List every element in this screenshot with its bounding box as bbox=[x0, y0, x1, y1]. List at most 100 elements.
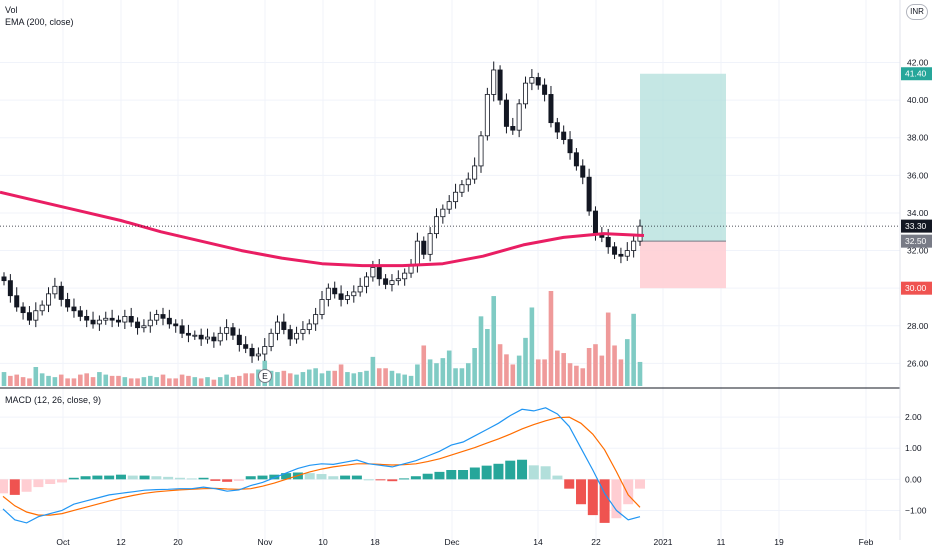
candle-body bbox=[313, 314, 319, 325]
candle-body bbox=[160, 314, 166, 319]
ema-legend[interactable]: EMA (200, close) bbox=[5, 17, 74, 27]
volume-bar bbox=[402, 374, 407, 386]
candle-body bbox=[84, 315, 90, 321]
time-tick-label: 19 bbox=[774, 537, 784, 547]
volume-bar bbox=[485, 329, 490, 386]
macd-histogram-bar bbox=[422, 473, 433, 480]
macd-histogram-bar bbox=[68, 477, 79, 480]
candle-body bbox=[154, 314, 160, 321]
candle-body bbox=[33, 310, 39, 321]
candle-body bbox=[319, 299, 325, 315]
macd-lines bbox=[2, 407, 641, 524]
candle-body bbox=[414, 240, 420, 267]
macd-legend[interactable]: MACD (12, 26, close, 9) bbox=[5, 395, 102, 405]
time-tick-label: 11 bbox=[717, 537, 726, 547]
macd-histogram-bar bbox=[245, 476, 256, 480]
candle-body bbox=[135, 321, 141, 329]
macd-histogram-bar bbox=[151, 476, 162, 480]
volume-bar bbox=[599, 355, 605, 386]
volume-bar bbox=[427, 359, 433, 386]
macd-histogram-bar bbox=[410, 476, 421, 480]
volume-bar bbox=[103, 374, 109, 386]
candle-body bbox=[618, 253, 624, 257]
macd-histogram-bar bbox=[21, 479, 32, 492]
volume-bar bbox=[618, 359, 624, 386]
volume-bar bbox=[516, 355, 522, 386]
candle-body bbox=[205, 336, 211, 340]
candle-body bbox=[586, 176, 592, 212]
macd-histogram-bar bbox=[528, 465, 539, 480]
volume-bar bbox=[351, 373, 357, 386]
candle-body bbox=[147, 319, 153, 327]
candle-body bbox=[542, 84, 548, 95]
macd-histogram-bar bbox=[587, 479, 598, 516]
candle-body bbox=[364, 276, 370, 287]
macd-histogram-bar bbox=[635, 479, 645, 489]
volume-bar bbox=[567, 363, 573, 386]
candle-body bbox=[128, 315, 134, 323]
time-tick-label: 22 bbox=[591, 537, 601, 547]
candle-body bbox=[523, 82, 529, 105]
volume-bar bbox=[548, 291, 554, 386]
price-tag-label: 32.50 bbox=[905, 236, 927, 246]
candle-body bbox=[351, 291, 357, 297]
candle-body bbox=[300, 329, 306, 334]
volume-legend[interactable]: Vol bbox=[5, 5, 18, 15]
time-tick-label: Oct bbox=[56, 537, 70, 547]
macd-histogram-bar bbox=[481, 465, 492, 480]
position-zones[interactable] bbox=[640, 73, 726, 289]
macd-histogram-bar bbox=[186, 478, 197, 480]
price-tag-box bbox=[901, 234, 932, 248]
candle-body bbox=[580, 165, 586, 178]
candle-body bbox=[548, 94, 554, 124]
price-tick-label: 36.00 bbox=[907, 170, 929, 180]
candle-body bbox=[433, 216, 439, 235]
volume-bar bbox=[555, 350, 560, 386]
volume-bar bbox=[192, 377, 198, 386]
volume-bar bbox=[160, 374, 166, 386]
candle-body bbox=[90, 319, 96, 325]
volume-bar bbox=[179, 374, 185, 386]
currency-badge[interactable]: INR bbox=[906, 4, 928, 20]
time-tick-label: 18 bbox=[370, 537, 380, 547]
volume-bar bbox=[275, 372, 280, 386]
candle-body bbox=[141, 325, 147, 329]
candle-body bbox=[306, 323, 312, 330]
macd-tick-label: 1.00 bbox=[905, 443, 922, 453]
macd-histogram-bar bbox=[174, 477, 185, 480]
time-tick-label: 10 bbox=[318, 537, 328, 547]
candle-body bbox=[472, 165, 478, 180]
candle-body bbox=[427, 233, 433, 255]
volume-bar bbox=[97, 372, 102, 386]
candle-body bbox=[7, 280, 13, 297]
volume-bar bbox=[287, 373, 293, 386]
candle-body bbox=[459, 184, 465, 193]
macd-tick-label: 0.00 bbox=[905, 474, 922, 484]
candle-body bbox=[230, 327, 236, 336]
candle-body bbox=[624, 250, 630, 257]
price-tick-label: 26.00 bbox=[907, 358, 929, 368]
volume-bar bbox=[20, 377, 26, 386]
candle-body bbox=[179, 325, 185, 334]
target-zone bbox=[640, 73, 726, 242]
volume-bar bbox=[84, 373, 89, 386]
volume-bar bbox=[580, 368, 586, 386]
candle-body bbox=[52, 285, 58, 295]
candle-body bbox=[383, 278, 389, 285]
price-tag-box bbox=[901, 281, 932, 295]
volume-bar bbox=[376, 368, 382, 386]
macd-histogram-bar bbox=[210, 479, 221, 481]
volume-bar bbox=[217, 377, 223, 386]
candle-body bbox=[465, 178, 471, 186]
volume-bar bbox=[14, 374, 20, 386]
price-candles[interactable] bbox=[1, 61, 643, 363]
price-tags: 41.40 33.30 32.50 30.00 E bbox=[0, 67, 932, 383]
volume-bar bbox=[211, 379, 217, 386]
macd-histogram-bar bbox=[446, 470, 457, 480]
macd-histogram-bar bbox=[375, 479, 386, 481]
candle-body bbox=[166, 317, 172, 325]
candle-body bbox=[65, 299, 71, 308]
candle-body bbox=[440, 208, 446, 218]
